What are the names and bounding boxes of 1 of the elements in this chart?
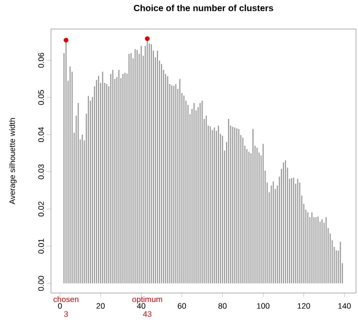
- chart-title: Choice of the number of clusters: [134, 4, 274, 12]
